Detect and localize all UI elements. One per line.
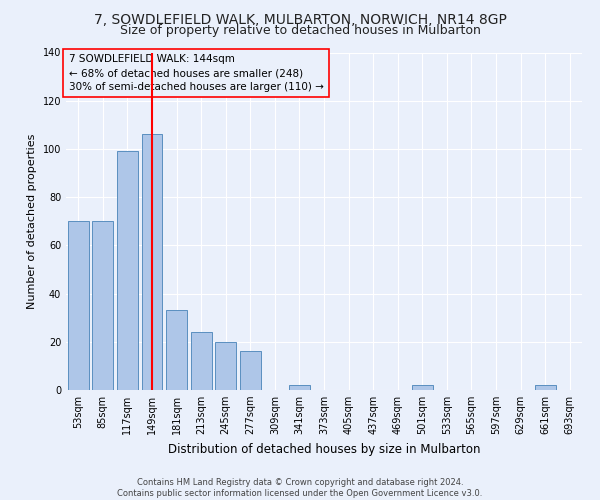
Text: 7 SOWDLEFIELD WALK: 144sqm
← 68% of detached houses are smaller (248)
30% of sem: 7 SOWDLEFIELD WALK: 144sqm ← 68% of deta… (68, 54, 323, 92)
Bar (166, 310, 187, 390)
Bar (68, 221, 89, 390)
Bar (289, 385, 310, 390)
Text: Size of property relative to detached houses in Mulbarton: Size of property relative to detached ho… (119, 24, 481, 37)
Bar (535, 385, 556, 390)
Bar (412, 385, 433, 390)
Bar (92, 221, 113, 390)
Bar (240, 352, 261, 390)
Bar (191, 332, 212, 390)
Text: Contains HM Land Registry data © Crown copyright and database right 2024.
Contai: Contains HM Land Registry data © Crown c… (118, 478, 482, 498)
Text: 7, SOWDLEFIELD WALK, MULBARTON, NORWICH, NR14 8GP: 7, SOWDLEFIELD WALK, MULBARTON, NORWICH,… (94, 12, 506, 26)
X-axis label: Distribution of detached houses by size in Mulbarton: Distribution of detached houses by size … (168, 442, 480, 456)
Bar (215, 342, 236, 390)
Y-axis label: Number of detached properties: Number of detached properties (27, 134, 37, 309)
Bar (117, 152, 138, 390)
Bar (142, 134, 163, 390)
